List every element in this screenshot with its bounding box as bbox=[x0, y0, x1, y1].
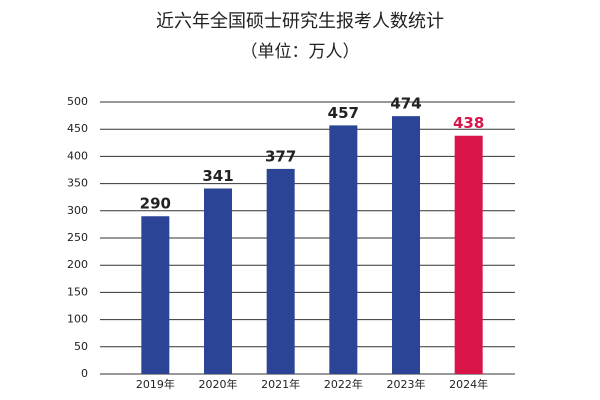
y-tick-label: 450 bbox=[67, 122, 88, 135]
bar bbox=[454, 135, 483, 374]
value-label: 341 bbox=[202, 167, 233, 185]
bar bbox=[329, 125, 358, 374]
y-tick-label: 200 bbox=[67, 258, 88, 271]
value-label: 377 bbox=[265, 147, 296, 165]
bar bbox=[141, 216, 170, 374]
x-tick-label: 2022年 bbox=[324, 377, 363, 391]
chart-subtitle: （单位：万人） bbox=[241, 42, 360, 62]
y-tick-label: 0 bbox=[81, 367, 88, 380]
value-label: 474 bbox=[390, 95, 421, 113]
value-label: 457 bbox=[328, 104, 359, 122]
y-tick-label: 350 bbox=[67, 177, 88, 190]
chart-title: 近六年全国硕士研究生报考人数统计 bbox=[156, 11, 444, 32]
y-tick-label: 150 bbox=[67, 285, 88, 298]
bar bbox=[266, 168, 295, 374]
y-tick-label: 50 bbox=[74, 340, 88, 353]
y-tick-label: 100 bbox=[67, 313, 88, 326]
x-tick-label: 2020年 bbox=[199, 377, 238, 391]
y-tick-label: 500 bbox=[67, 95, 88, 108]
x-tick-label: 2024年 bbox=[449, 377, 488, 391]
x-tick-label: 2021年 bbox=[261, 377, 300, 391]
y-tick-label: 400 bbox=[67, 149, 88, 162]
y-tick-label: 300 bbox=[67, 204, 88, 217]
bar bbox=[204, 188, 232, 374]
bar bbox=[392, 116, 420, 375]
x-tick-label: 2023年 bbox=[387, 377, 426, 391]
y-tick-label: 250 bbox=[67, 231, 88, 244]
value-label: 290 bbox=[140, 195, 171, 213]
x-tick-label: 2019年 bbox=[136, 377, 175, 391]
value-label: 438 bbox=[453, 114, 484, 132]
